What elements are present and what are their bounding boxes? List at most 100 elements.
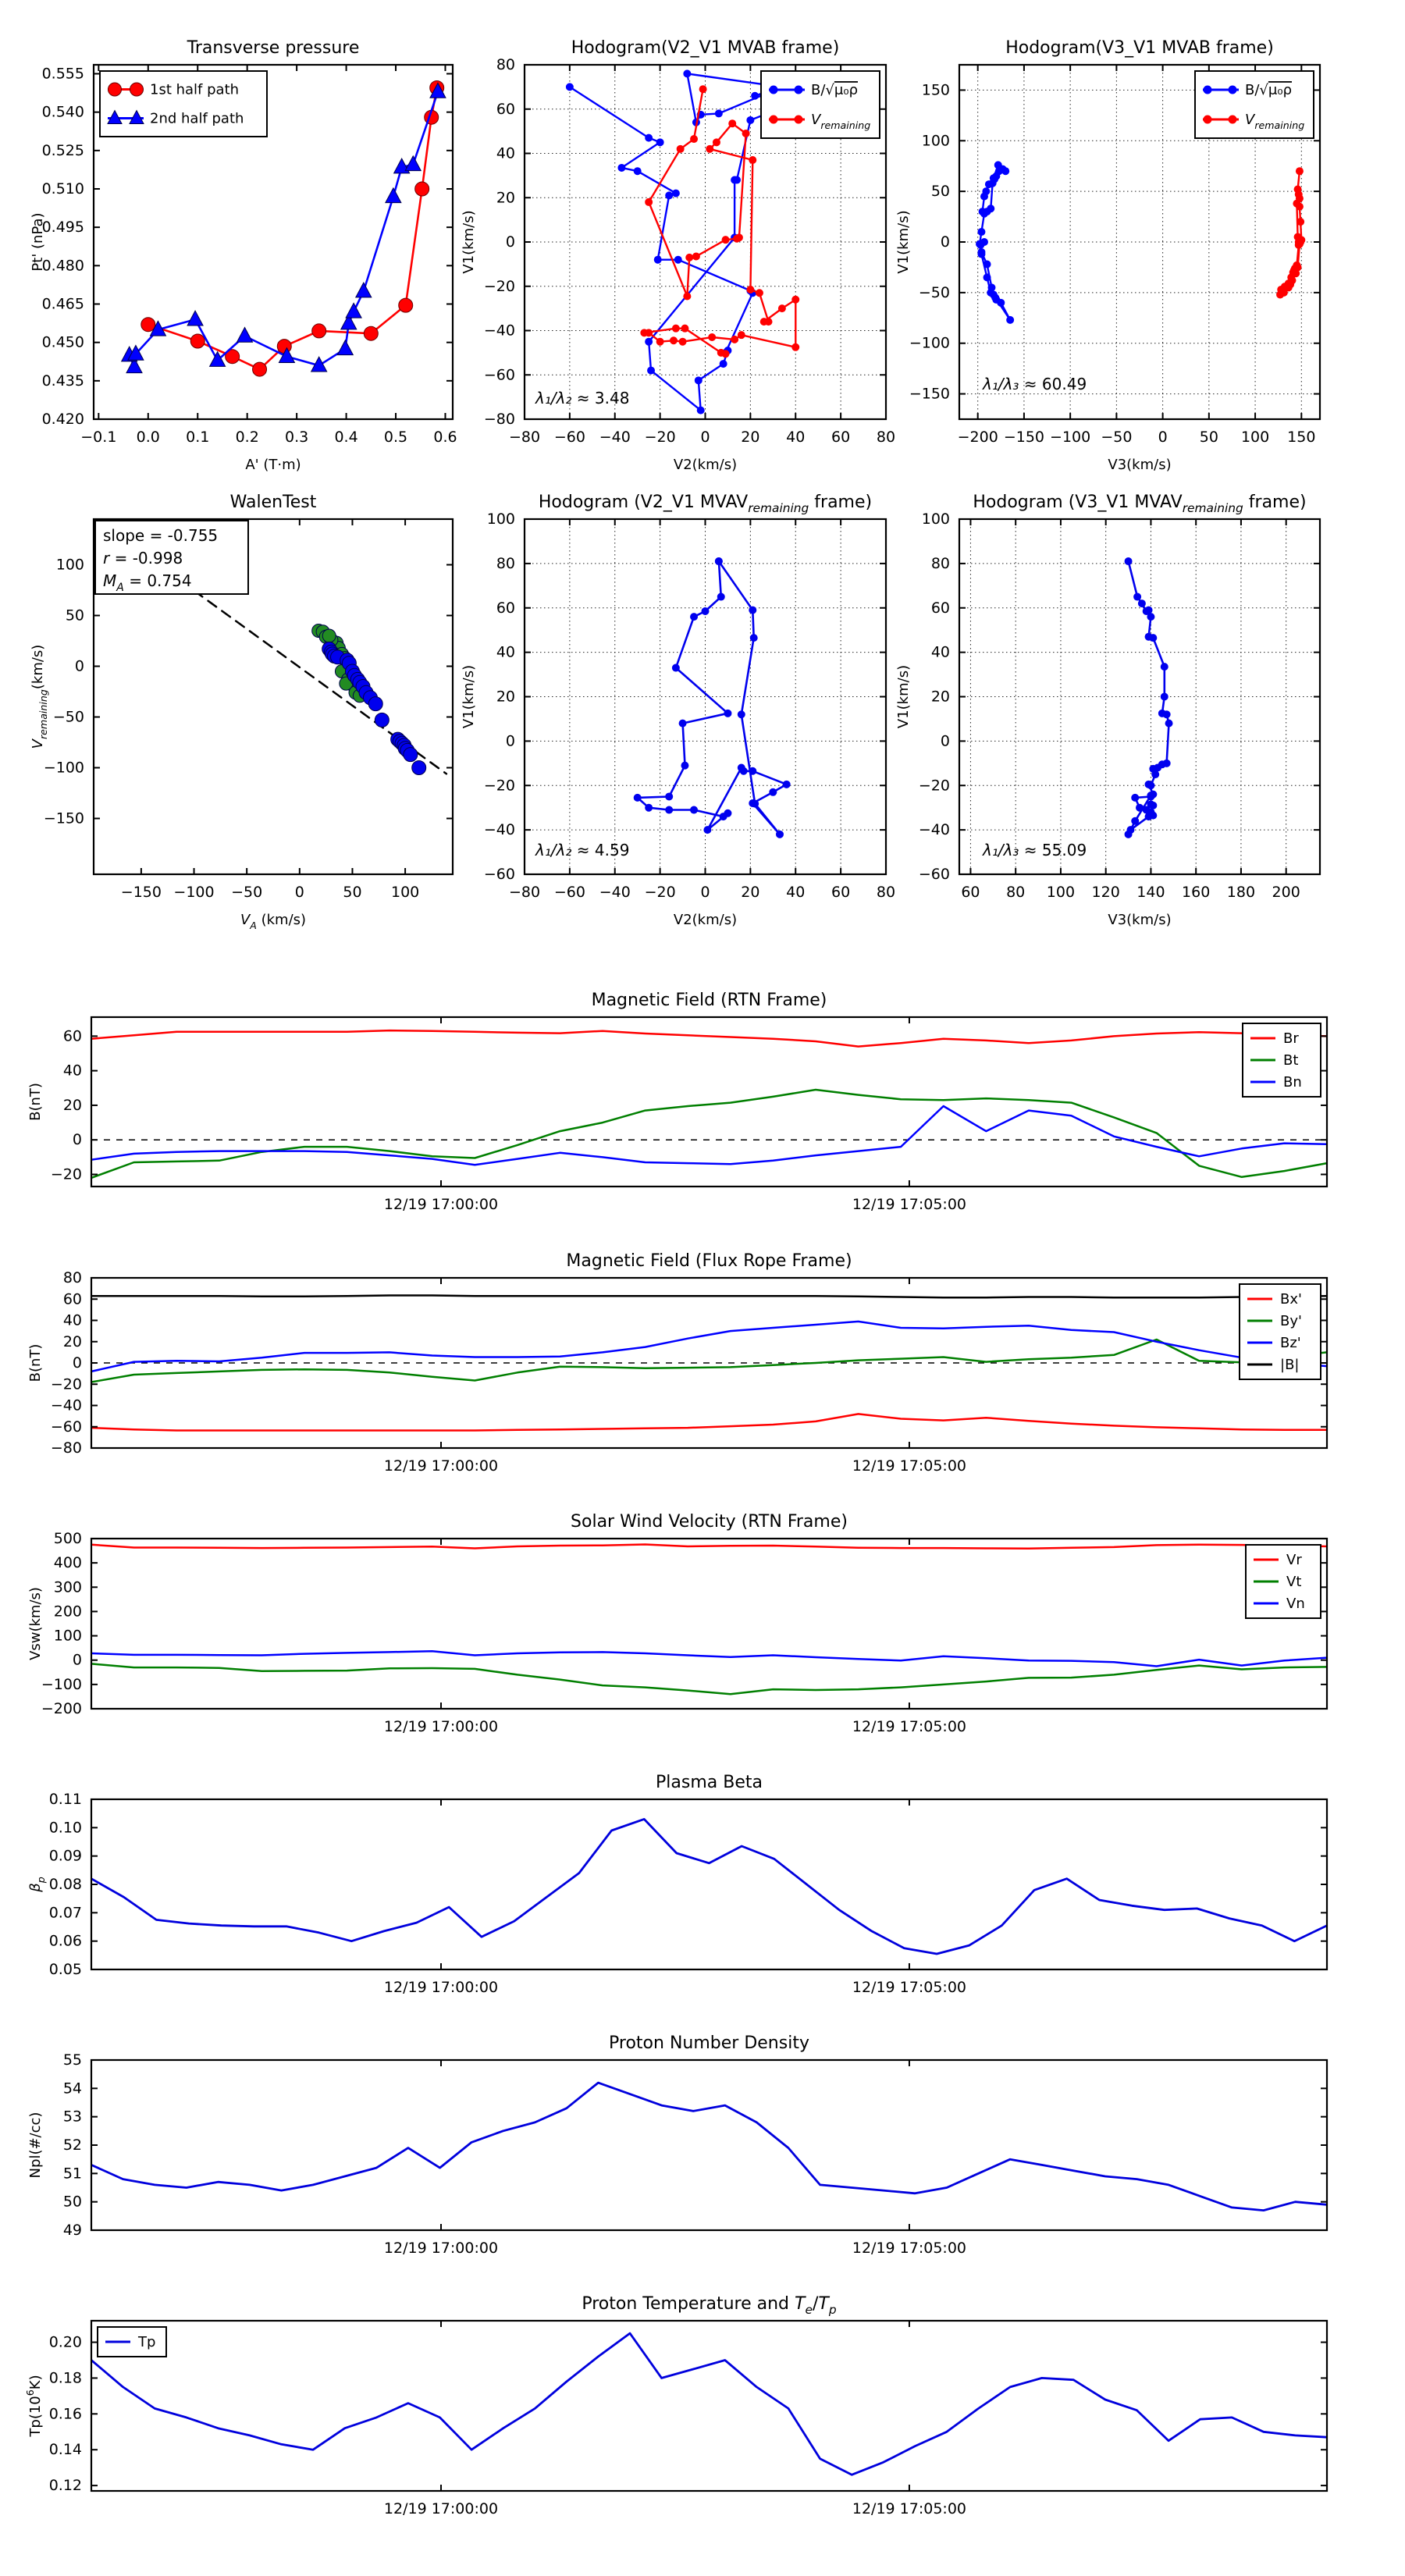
y-tick-label: 0.18 bbox=[49, 2369, 82, 2386]
y-tick-label: 0.12 bbox=[49, 2477, 82, 2494]
axes-frame bbox=[90, 1798, 1329, 1971]
proton-number-density-svg: 12/19 17:00:00 12/19 17:05:00 49 50 51 52 53 54… bbox=[27, 2033, 1329, 2257]
y-tick-label: 20 bbox=[931, 688, 950, 706]
x-tick-label: 80 bbox=[1006, 884, 1025, 901]
x-tick-label: 180 bbox=[1227, 884, 1255, 901]
y-tick-label: 0.510 bbox=[42, 180, 84, 197]
x-tick-label: 0 bbox=[700, 429, 710, 446]
chart-title: Transverse pressure bbox=[187, 38, 360, 58]
y-tick-label: 80 bbox=[496, 555, 515, 572]
x-tick-label: −100 bbox=[1050, 429, 1090, 446]
y-tick-label: 200 bbox=[54, 1603, 82, 1620]
x-tick-label: 0.3 bbox=[285, 429, 308, 446]
chart-title: Hodogram (V3_V1 MVAVremaining frame) bbox=[973, 493, 1306, 515]
legend-label: Tp bbox=[137, 2334, 155, 2350]
legend-label: |B| bbox=[1280, 1357, 1299, 1373]
y-tick-label: −40 bbox=[919, 821, 950, 838]
y-tick-label: 50 bbox=[931, 183, 950, 200]
chart-magnetic-field-rtn: 12/19 17:00:00 12/19 17:05:00 −20 0 20 40 60 Ma… bbox=[9, 977, 1399, 1252]
y-tick-label: −40 bbox=[484, 821, 515, 838]
legend-label: Bz' bbox=[1280, 1335, 1301, 1351]
x-tick-label: −50 bbox=[1101, 429, 1132, 446]
y-tick-label: 100 bbox=[487, 511, 515, 528]
series-Tp bbox=[91, 2332, 1328, 2476]
series-group bbox=[91, 2081, 1328, 2212]
x-tick-label: 12/19 17:00:00 bbox=[384, 2500, 498, 2517]
legend-label: B/√μ₀ρ bbox=[811, 82, 858, 98]
y-tick-label: 0.465 bbox=[42, 295, 84, 312]
x-tick-label: 12/19 17:05:00 bbox=[852, 1457, 966, 1475]
x-tick-label: 140 bbox=[1136, 884, 1165, 901]
y-tick-label: 0.07 bbox=[49, 1904, 82, 1921]
y-tick-label: 80 bbox=[496, 56, 515, 73]
x-tick-label: 0 bbox=[295, 884, 304, 901]
axes-frame bbox=[90, 1016, 1329, 1188]
legend: Vr Vt Vn bbox=[1245, 1544, 1321, 1619]
y-tick-label: 0 bbox=[941, 732, 950, 749]
axes-frame bbox=[92, 518, 454, 876]
x-tick-label: −40 bbox=[599, 884, 631, 901]
y-tick-label: 60 bbox=[63, 1290, 82, 1308]
y-tick-label: 100 bbox=[922, 511, 950, 528]
series-group bbox=[93, 518, 448, 775]
x-tick-label: 100 bbox=[1047, 884, 1075, 901]
y-tick-label: 0.555 bbox=[42, 65, 84, 82]
annotation-line: MA = 0.754 bbox=[103, 571, 192, 594]
magnetic-field-flux-rope-svg: 12/19 17:00:00 12/19 17:05:00 −80 −60 −40 −20… bbox=[27, 1251, 1329, 1475]
x-tick-label: 150 bbox=[1287, 429, 1315, 446]
chart-title: Hodogram(V3_V1 MVAB frame) bbox=[1005, 38, 1274, 58]
legend: 1st half path 2nd half path bbox=[99, 70, 268, 137]
y-tick-label: 60 bbox=[496, 101, 515, 118]
series-Bx' bbox=[91, 1413, 1328, 1432]
transverse-pressure-svg: −0.1 0.0 0.1 0.2 0.3 0.4 0.5 0.6 0.420 0.435 0.450… bbox=[30, 38, 457, 473]
y-axis-label: Vsw(km/s) bbox=[27, 1587, 44, 1660]
y-tick-label: 0.495 bbox=[42, 219, 84, 236]
y-tick-label: 0.11 bbox=[49, 1791, 82, 1808]
y-tick-label: 100 bbox=[54, 1628, 82, 1645]
x-tick-label: 120 bbox=[1092, 884, 1120, 901]
x-tick-label: 12/19 17:00:00 bbox=[384, 2240, 498, 2257]
series-Npl bbox=[91, 2081, 1328, 2212]
hodogram-v3v1-mvab-svg: −200 −150 −100 −50 0 50 100 150 −150 −100 −50 0 50 10… bbox=[895, 38, 1321, 473]
x-tick-label: 80 bbox=[877, 884, 895, 901]
chart-hodogram-v2v1-mvab: −80 −60 −40 −20 0 20 40 60 80 −80 −60 −40 −20 0 20 40 60… bbox=[443, 24, 958, 485]
x-tick-label: 12/19 17:05:00 bbox=[852, 1196, 966, 1213]
x-tick-label: 12/19 17:05:00 bbox=[852, 1718, 966, 1735]
x-tick-label: 0.2 bbox=[236, 429, 259, 446]
y-tick-label: 0.10 bbox=[49, 1819, 82, 1836]
x-axis-label: A' (T·m) bbox=[245, 457, 301, 473]
y-tick-label: −50 bbox=[53, 709, 84, 726]
legend-label: Vt bbox=[1286, 1574, 1301, 1590]
legend-label: Bn bbox=[1283, 1074, 1302, 1091]
legend: Br Bt Bn bbox=[1242, 1023, 1321, 1098]
legend-label: Vremaining bbox=[811, 112, 870, 131]
y-tick-label: 53 bbox=[63, 2108, 82, 2126]
y-axis-label: βp bbox=[27, 1877, 47, 1893]
x-axis-label: V2(km/s) bbox=[674, 912, 737, 928]
y-tick-label: 40 bbox=[63, 1312, 82, 1329]
y-tick-label: 0.420 bbox=[42, 411, 84, 428]
hodogram-v2v1-mvab-svg: −80 −60 −40 −20 0 20 40 60 80 −80 −60 −40 −20 0 20 40 60… bbox=[461, 38, 895, 473]
series-Vr bbox=[91, 1543, 1328, 1550]
series-|B| bbox=[91, 1294, 1328, 1299]
series-Bt bbox=[91, 1088, 1328, 1179]
x-tick-label: −0.1 bbox=[80, 429, 116, 446]
x-tick-label: −80 bbox=[509, 884, 540, 901]
y-tick-label: 0.450 bbox=[42, 334, 84, 351]
series-group bbox=[1124, 557, 1173, 838]
y-tick-label: −20 bbox=[484, 777, 515, 794]
solar-wind-velocity-rtn-svg: 12/19 17:00:00 12/19 17:05:00 −200 −100 0 100… bbox=[27, 1512, 1329, 1735]
y-tick-label: 0 bbox=[73, 1354, 82, 1372]
series-group bbox=[91, 1543, 1328, 1695]
x-tick-label: 0 bbox=[1158, 429, 1168, 446]
y-tick-label: 0.05 bbox=[49, 1961, 82, 1978]
y-tick-label: 0 bbox=[941, 233, 950, 251]
x-tick-label: 20 bbox=[741, 429, 759, 446]
y-tick-label: −80 bbox=[51, 1439, 82, 1457]
y-tick-label: 0.525 bbox=[42, 142, 84, 159]
y-axis-label: Pt' (nPa) bbox=[30, 212, 46, 271]
x-tick-label: 160 bbox=[1182, 884, 1210, 901]
series-Vn bbox=[91, 1649, 1328, 1667]
y-tick-label: 55 bbox=[63, 2051, 82, 2069]
chart-plasma-beta: 12/19 17:00:00 12/19 17:05:00 0.05 0.06 0.07… bbox=[9, 1759, 1399, 2035]
